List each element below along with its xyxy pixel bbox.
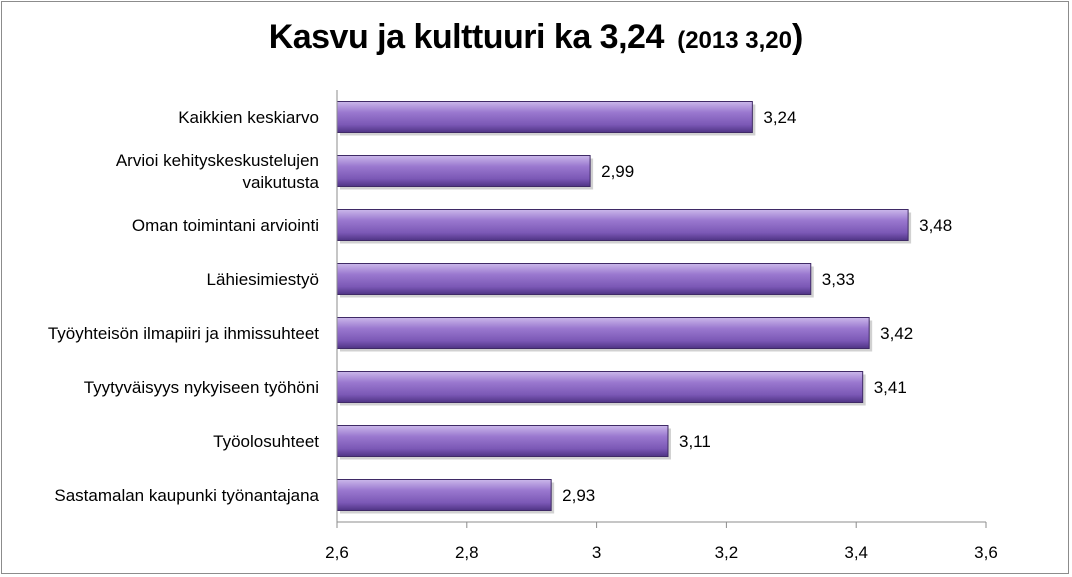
value-label: 3,42 xyxy=(880,324,913,343)
axes-layer xyxy=(336,90,987,528)
category-label: vaikutusta xyxy=(242,173,319,192)
value-label: 3,11 xyxy=(679,432,711,451)
chart-subtitle: 2013 3,20 xyxy=(685,27,792,54)
category-label: Oman toimintani arviointi xyxy=(132,216,319,235)
value-label: 3,48 xyxy=(919,216,952,235)
x-tick-label: 3,6 xyxy=(974,543,998,562)
bar xyxy=(336,263,812,295)
value-label: 3,33 xyxy=(822,270,855,289)
labels-layer: 3,24 Kaikkien keskiarvo 2,99 Arvioi kehitys… xyxy=(48,108,998,562)
bar xyxy=(336,155,591,187)
bar xyxy=(336,425,669,457)
bar xyxy=(336,209,909,241)
category-label: Lähiesimiestyö xyxy=(207,270,319,289)
chart-subtitle-close: ) xyxy=(791,18,804,56)
bar xyxy=(336,317,870,349)
chart-subtitle-open: ( xyxy=(663,27,686,54)
bar xyxy=(336,101,753,133)
category-label: Työolosuhteet xyxy=(213,432,319,451)
value-label: 2,99 xyxy=(601,162,634,181)
value-label: 3,24 xyxy=(763,108,796,127)
category-label: Arvioi kehityskeskustelujen xyxy=(116,151,319,170)
x-tick-label: 3 xyxy=(592,543,601,562)
x-tick-label: 3,2 xyxy=(715,543,739,562)
bar xyxy=(336,479,552,511)
value-label: 2,93 xyxy=(562,486,595,505)
category-label: Sastamalan kaupunki työnantajana xyxy=(54,486,319,505)
bar xyxy=(336,371,864,403)
value-label: 3,41 xyxy=(874,378,907,397)
x-tick-label: 2,6 xyxy=(325,543,349,562)
category-label: Työyhteisön ilmapiiri ja ihmissuhteet xyxy=(48,324,319,343)
x-tick-label: 3,4 xyxy=(844,543,868,562)
chart-title: Kasvu ja kulttuuri ka 3,24 (2013 3,20) xyxy=(0,18,1072,57)
x-tick-label: 2,8 xyxy=(455,543,479,562)
category-label: Kaikkien keskiarvo xyxy=(178,108,319,127)
chart-title-main: Kasvu ja kulttuuri ka 3,24 xyxy=(268,18,665,56)
bars-layer xyxy=(336,101,912,514)
category-label: Tyytyväisyys nykyiseen työhöni xyxy=(84,378,319,397)
